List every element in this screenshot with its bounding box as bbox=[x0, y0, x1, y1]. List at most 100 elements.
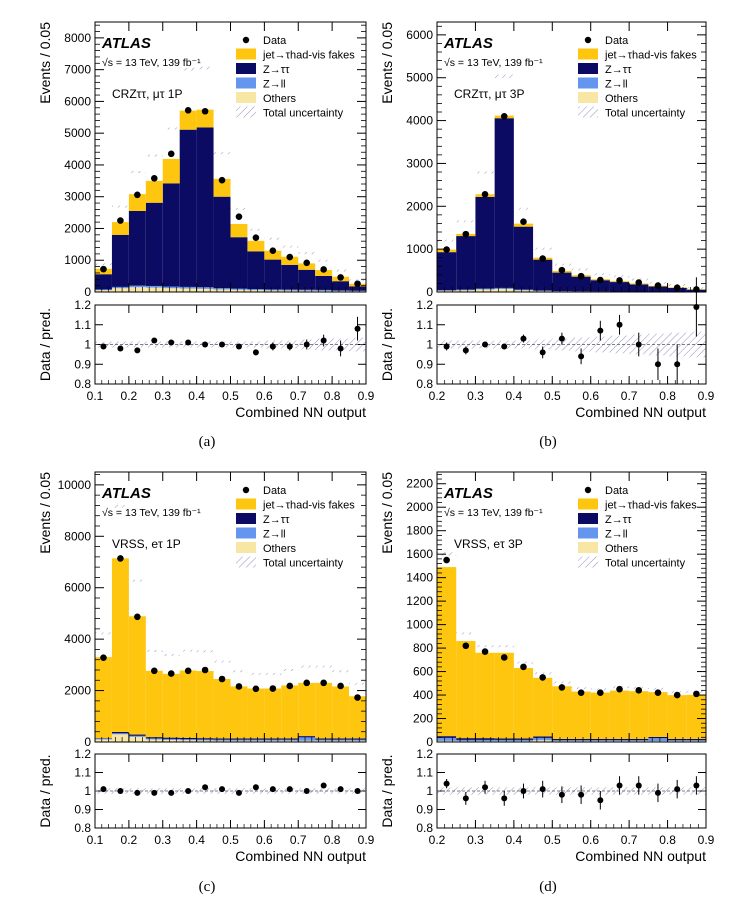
data-point-12 bbox=[673, 284, 681, 292]
x-tick-label: 0.5 bbox=[544, 833, 561, 847]
y-tick-label: 5000 bbox=[64, 126, 91, 140]
legend-swatch-1 bbox=[236, 48, 256, 60]
bar-jethadvisfakes-6 bbox=[196, 109, 214, 128]
bar-others-3 bbox=[145, 287, 163, 292]
bar-jethadvisfakes-1 bbox=[111, 222, 129, 235]
ratio-point-1 bbox=[462, 795, 469, 802]
bar-z-15 bbox=[349, 286, 366, 291]
bar-zll-5 bbox=[179, 286, 197, 289]
data-point-9 bbox=[252, 234, 260, 241]
ratio-y-tick-label: 1.1 bbox=[74, 766, 91, 780]
ratio-y-tick-label: 0.8 bbox=[416, 377, 433, 391]
data-point-12 bbox=[673, 691, 681, 699]
x-tick-label: 0.4 bbox=[506, 389, 523, 403]
uncert-band-1 bbox=[456, 632, 476, 635]
y-tick-label: 2000 bbox=[406, 500, 433, 514]
bar-jethadvisfakes-7 bbox=[571, 691, 591, 739]
legend-label-0: Data bbox=[605, 485, 629, 497]
y-tick-label: 1600 bbox=[406, 547, 433, 561]
uncert-band-13 bbox=[315, 665, 333, 668]
legend-swatch-3 bbox=[236, 527, 256, 539]
legend-label-2: Z→ττ bbox=[605, 514, 632, 526]
data-point-7 bbox=[577, 689, 585, 696]
data-point-7 bbox=[577, 272, 585, 280]
data-point-8 bbox=[235, 213, 243, 221]
legend-swatch-5 bbox=[578, 556, 598, 568]
x-tick-label: 0.6 bbox=[582, 833, 599, 847]
bar-z-7 bbox=[213, 196, 231, 289]
ratio-point-6 bbox=[558, 791, 565, 798]
bar-jethadvisfakes-6 bbox=[552, 686, 572, 739]
ratio-point-12 bbox=[303, 341, 310, 348]
bar-zll-4 bbox=[162, 286, 180, 289]
y-axis-title: Events / 0.05 bbox=[37, 472, 53, 554]
uncert-band-2 bbox=[475, 645, 495, 648]
uncert-band-2 bbox=[128, 579, 146, 582]
bar-zll-5 bbox=[533, 737, 553, 741]
ratio-y-tick-label: 1 bbox=[426, 338, 433, 352]
uncert-band-8 bbox=[590, 273, 610, 276]
uncert-band-3 bbox=[494, 74, 514, 79]
bar-jethadvisfakes-11 bbox=[281, 685, 299, 739]
y-tick-label: 5000 bbox=[406, 71, 433, 85]
ratio-point-0 bbox=[443, 780, 450, 787]
data-point-5 bbox=[184, 107, 192, 114]
data-point-4 bbox=[520, 663, 527, 671]
bar-others-1 bbox=[456, 290, 476, 292]
uncert-band-8 bbox=[230, 670, 248, 673]
uncert-band-2 bbox=[475, 171, 495, 174]
uncert-band-4 bbox=[162, 653, 180, 656]
uncert-band-6 bbox=[552, 681, 572, 684]
data-point-3 bbox=[500, 112, 508, 120]
ratio-point-13 bbox=[320, 337, 327, 344]
uncert-band-4 bbox=[513, 207, 534, 210]
bar-zll-0 bbox=[95, 738, 112, 740]
data-point-15 bbox=[354, 694, 361, 701]
bar-others-9 bbox=[247, 290, 265, 292]
bar-jethadvisfakes-5 bbox=[179, 670, 197, 738]
y-tick-label: 3000 bbox=[64, 190, 91, 204]
ratio-y-tick-label: 1 bbox=[84, 784, 91, 798]
bar-zll-6 bbox=[196, 287, 214, 289]
bar-jethadvisfakes-7 bbox=[213, 178, 231, 197]
bar-z-4 bbox=[513, 226, 534, 290]
data-point-12 bbox=[303, 259, 311, 267]
x-axis-title: Combined NN output bbox=[235, 404, 366, 420]
uncert-band-8 bbox=[590, 688, 610, 691]
bar-zll-13 bbox=[686, 740, 706, 742]
caption-b: (b) bbox=[539, 434, 557, 450]
ratio-point-0 bbox=[100, 786, 107, 793]
ratio-uncert-3 bbox=[145, 341, 163, 348]
ratio-point-5 bbox=[539, 349, 546, 356]
x-tick-label: 0.7 bbox=[621, 389, 638, 403]
bar-zll-11 bbox=[648, 738, 668, 742]
uncert-band-7 bbox=[571, 268, 591, 271]
bar-z-13 bbox=[315, 738, 333, 740]
y-tick-label: 800 bbox=[413, 641, 433, 655]
bar-jethadvisfakes-8 bbox=[590, 692, 610, 739]
bar-zll-3 bbox=[494, 287, 514, 289]
data-point-9 bbox=[252, 685, 260, 693]
uncert-band-1 bbox=[111, 504, 129, 508]
bar-jethadvisfakes-2 bbox=[475, 652, 495, 739]
ratio-point-13 bbox=[693, 782, 700, 789]
x-tick-label: 0.6 bbox=[256, 389, 273, 403]
bar-jethadvisfakes-9 bbox=[247, 240, 265, 252]
bar-z-3 bbox=[145, 737, 163, 739]
bar-z-2 bbox=[475, 196, 495, 289]
bar-others-2 bbox=[475, 289, 495, 292]
bar-z-6 bbox=[552, 738, 572, 741]
data-point-5 bbox=[184, 667, 192, 675]
data-point-1 bbox=[462, 230, 470, 238]
ratio-point-0 bbox=[443, 343, 450, 350]
bar-others-6 bbox=[196, 288, 214, 292]
uncert-band-11 bbox=[648, 687, 668, 690]
ratio-uncert-13 bbox=[315, 788, 333, 794]
data-point-11 bbox=[286, 682, 294, 690]
bar-others-13 bbox=[315, 290, 333, 292]
bar-jethadvisfakes-0 bbox=[437, 567, 457, 737]
legend-swatch-2 bbox=[236, 513, 256, 524]
bar-z-1 bbox=[111, 234, 129, 287]
legend-swatch-3 bbox=[578, 77, 598, 89]
bar-zll-7 bbox=[213, 739, 231, 741]
